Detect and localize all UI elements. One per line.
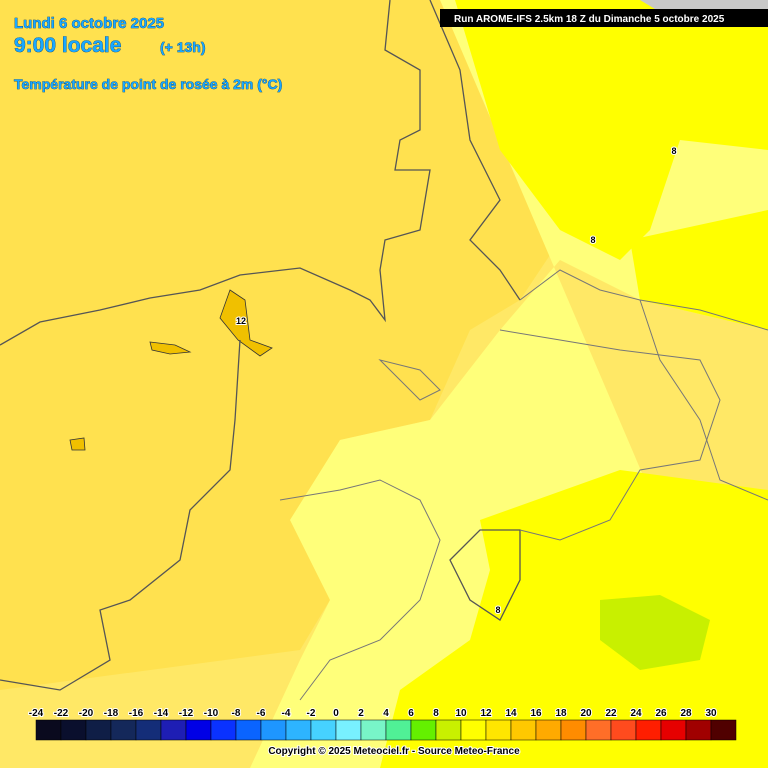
border [639, 299, 768, 501]
legend-swatch [535, 719, 562, 741]
legend-label: -12 [179, 708, 194, 719]
legend-label: -8 [232, 708, 241, 719]
legend-label: -20 [79, 708, 94, 719]
border [378, 359, 441, 401]
legend-swatch [660, 719, 687, 741]
field-zone [455, 0, 768, 260]
legend-swatch [585, 719, 612, 741]
contour-label: 8 [495, 605, 500, 615]
border [519, 269, 768, 331]
copyright: Copyright © 2025 Meteociel.fr - Source M… [268, 746, 520, 757]
legend-swatch [635, 719, 662, 741]
legend-label: 24 [630, 708, 642, 719]
legend-label: -4 [282, 708, 291, 719]
legend-swatch [335, 719, 362, 741]
field-zone [630, 210, 768, 330]
coastline [0, 0, 431, 346]
legend-label: -10 [204, 708, 219, 719]
contour-label: 8 [671, 146, 676, 156]
legend-label: 14 [505, 708, 517, 719]
border [279, 479, 441, 701]
legend-swatch [160, 719, 187, 741]
legend-swatch [610, 719, 637, 741]
legend-label: 26 [655, 708, 667, 719]
legend-label: -18 [104, 708, 119, 719]
coastline [0, 339, 241, 691]
field-name: Température de point de rosée à 2m (°C) [14, 76, 282, 92]
legend-label: 30 [705, 708, 717, 719]
legend-swatch [235, 719, 262, 741]
legend-swatch [35, 719, 62, 741]
field-zone [600, 595, 710, 670]
legend-swatch [285, 719, 312, 741]
legend-swatch [260, 719, 287, 741]
legend-swatch [685, 719, 712, 741]
legend-label: -24 [29, 708, 44, 719]
legend-label: -6 [257, 708, 266, 719]
legend-swatch [110, 719, 137, 741]
date: Lundi 6 octobre 2025 [14, 15, 164, 32]
run-banner [440, 9, 768, 27]
legend-swatch [310, 719, 337, 741]
legend-swatch [360, 719, 387, 741]
legend-label: -14 [154, 708, 169, 719]
legend-swatch [85, 719, 112, 741]
legend-label: 2 [358, 708, 364, 719]
legend-label: 8 [433, 708, 439, 719]
field-zone [69, 437, 86, 451]
contour-label: 8 [590, 235, 595, 245]
contour-label: 12 [236, 316, 246, 326]
legend-swatch [185, 719, 212, 741]
legend-label: 10 [455, 708, 467, 719]
coastline [449, 529, 521, 621]
legend-label: 0 [333, 708, 339, 719]
time: 9:00 locale [14, 34, 121, 57]
legend-swatch [135, 719, 162, 741]
contour-labels: 8 8 12 8 [235, 145, 678, 616]
legend-swatch [60, 719, 87, 741]
legend-label: 12 [480, 708, 492, 719]
legend-swatch [410, 719, 437, 741]
field-zone [149, 341, 192, 355]
legend-swatch [485, 719, 512, 741]
legend-swatch [460, 719, 487, 741]
legend-swatch [510, 719, 537, 741]
legend-label: 18 [555, 708, 567, 719]
legend-label: -2 [307, 708, 316, 719]
legend-swatch [560, 719, 587, 741]
legend-label: 20 [580, 708, 592, 719]
legend-label: 6 [408, 708, 414, 719]
legend-label: 22 [605, 708, 617, 719]
lead: (+ 13h) [160, 39, 206, 55]
legend-swatch [385, 719, 412, 741]
legend-label: 28 [680, 708, 692, 719]
legend: -24 -22 -20 -18 -16 -14 -12 -10 -8 -6 -4 -2 0 2 4 6 8 10 1… [28, 707, 737, 741]
field-zone [219, 289, 273, 357]
legend-swatch [710, 719, 737, 741]
legend-swatch [435, 719, 462, 741]
legend-label: 16 [530, 708, 542, 719]
legend-swatch [210, 719, 237, 741]
border [499, 329, 721, 541]
field-zone [380, 470, 768, 768]
legend-label: -22 [54, 708, 69, 719]
legend-label: -16 [129, 708, 144, 719]
run-label: Run AROME-IFS 2.5km 18 Z du Dimanche 5 o… [454, 14, 725, 25]
coastline [429, 0, 521, 301]
legend-label: 4 [383, 708, 389, 719]
